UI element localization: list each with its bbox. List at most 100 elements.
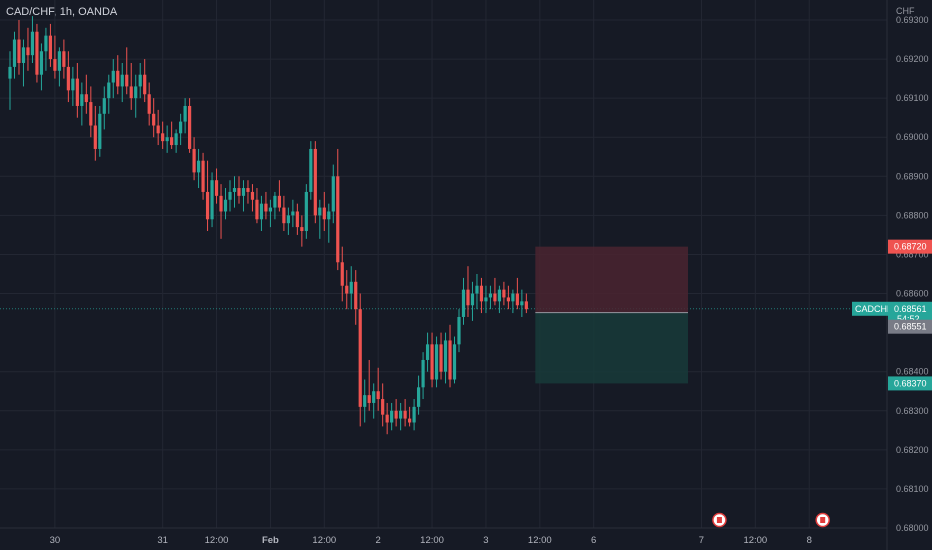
candle-body[interactable] [403, 410, 407, 419]
candle-body[interactable] [439, 344, 443, 372]
candle-body[interactable] [313, 148, 317, 216]
candle-body[interactable] [66, 66, 70, 91]
candle-body[interactable] [497, 289, 502, 302]
candle-body[interactable] [367, 395, 371, 403]
candle-body[interactable] [273, 195, 277, 208]
candle-body[interactable] [35, 31, 39, 75]
candle-body[interactable] [102, 98, 106, 114]
candle-body[interactable] [488, 293, 493, 298]
candle-body[interactable] [111, 70, 115, 83]
candle-body[interactable] [408, 418, 412, 423]
event-markers[interactable] [712, 512, 830, 528]
candle-body[interactable] [116, 70, 120, 87]
candle-body[interactable] [53, 59, 57, 71]
candle-body[interactable] [318, 207, 322, 216]
candle-body[interactable] [372, 391, 376, 403]
candle-body[interactable] [232, 188, 237, 192]
candle-body[interactable] [21, 47, 26, 63]
candle-body[interactable] [502, 289, 506, 298]
candle-body[interactable] [147, 94, 151, 114]
candle-body[interactable] [17, 39, 21, 63]
candle-body[interactable] [506, 297, 510, 302]
candle-body[interactable] [434, 344, 439, 380]
candle-body[interactable] [349, 281, 353, 294]
candle-body[interactable] [89, 102, 93, 126]
candle-body[interactable] [376, 391, 380, 400]
time-axis[interactable]: 30 31 12:00 Feb 12:00 2 12:00 3 12:00 6 7 12:00 8 [50, 535, 812, 546]
candle-body[interactable] [30, 31, 35, 56]
candle-body[interactable] [214, 180, 219, 196]
candle-body[interactable] [520, 301, 524, 306]
candle-body[interactable] [493, 293, 497, 302]
candle-body[interactable] [174, 133, 178, 146]
candle-body[interactable] [255, 199, 259, 220]
candle-body[interactable] [219, 195, 223, 212]
candle-body[interactable] [394, 410, 398, 419]
candle-body[interactable] [291, 211, 295, 216]
candle-body[interactable] [129, 86, 133, 99]
candle-body[interactable] [201, 160, 205, 192]
candle-body[interactable] [277, 195, 281, 208]
candle-body[interactable] [295, 211, 299, 228]
candle-body[interactable] [385, 414, 389, 423]
candle-body[interactable] [354, 281, 358, 310]
candle-body[interactable] [107, 82, 111, 99]
candle-body[interactable] [125, 74, 129, 87]
candle-body[interactable] [363, 395, 367, 407]
candle-body[interactable] [452, 344, 457, 380]
candle-body[interactable] [479, 285, 484, 302]
candle-body[interactable] [336, 176, 340, 263]
candle-body[interactable] [322, 207, 326, 220]
candle-body[interactable] [170, 137, 174, 146]
candle-body[interactable] [93, 125, 97, 149]
candle-body[interactable] [62, 51, 66, 67]
candle-body[interactable] [12, 39, 17, 67]
candle-body[interactable] [188, 105, 192, 149]
stop-loss-zone[interactable] [535, 246, 688, 313]
candle-body[interactable] [286, 215, 290, 224]
candle-body[interactable] [282, 207, 286, 224]
candle-body[interactable] [381, 399, 385, 415]
candle-body[interactable] [264, 203, 268, 212]
candle-body[interactable] [475, 285, 479, 294]
candle-body[interactable] [461, 289, 466, 317]
candle-body[interactable] [205, 191, 210, 220]
candle-body[interactable] [75, 78, 79, 106]
candle-body[interactable] [71, 78, 75, 91]
candle-body[interactable] [259, 203, 264, 220]
candle-body[interactable] [457, 316, 461, 345]
candle-body[interactable] [183, 105, 187, 122]
candle-body[interactable] [345, 285, 349, 294]
candle-body[interactable] [192, 148, 196, 173]
candle-body[interactable] [416, 387, 421, 407]
candle-body[interactable] [179, 121, 183, 134]
candle-body[interactable] [430, 344, 434, 380]
candle-body[interactable] [515, 293, 519, 306]
candle-body[interactable] [304, 191, 308, 232]
candle-body[interactable] [421, 359, 425, 388]
candle-body[interactable] [237, 188, 241, 196]
candle-body[interactable] [223, 199, 228, 212]
candle-body[interactable] [48, 35, 53, 60]
candle-body[interactable] [26, 47, 30, 56]
position-zones[interactable] [535, 246, 688, 384]
candle-body[interactable] [524, 301, 528, 310]
candle-body[interactable] [484, 297, 488, 302]
candle-body[interactable] [152, 113, 156, 126]
candle-body[interactable] [196, 160, 201, 173]
candle-body[interactable] [390, 410, 394, 423]
candle-body[interactable] [134, 86, 138, 99]
candle-body[interactable] [241, 188, 246, 196]
candle-body[interactable] [268, 207, 273, 212]
candle-body[interactable] [466, 289, 470, 306]
candle-body[interactable] [443, 340, 448, 372]
candle-body[interactable] [470, 293, 475, 306]
candle-body[interactable] [143, 74, 147, 95]
candle-body[interactable] [57, 51, 61, 71]
candle-body[interactable] [250, 191, 255, 200]
candle-body[interactable] [228, 191, 232, 200]
candle-body[interactable] [165, 137, 169, 142]
candle-body[interactable] [327, 211, 331, 220]
candle-body[interactable] [98, 113, 102, 149]
